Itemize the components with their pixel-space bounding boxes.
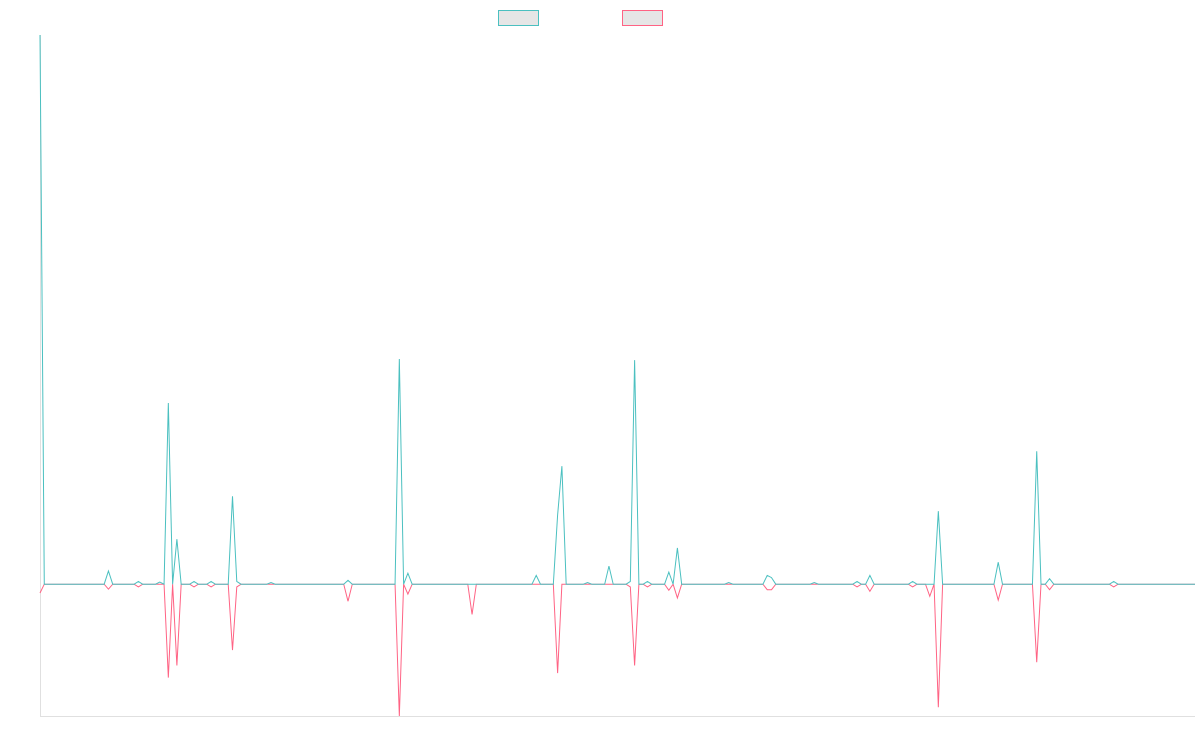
legend-swatch [498, 10, 539, 26]
series-line [39, 34, 1195, 585]
legend-swatch [622, 10, 663, 26]
series-line [39, 583, 1195, 717]
